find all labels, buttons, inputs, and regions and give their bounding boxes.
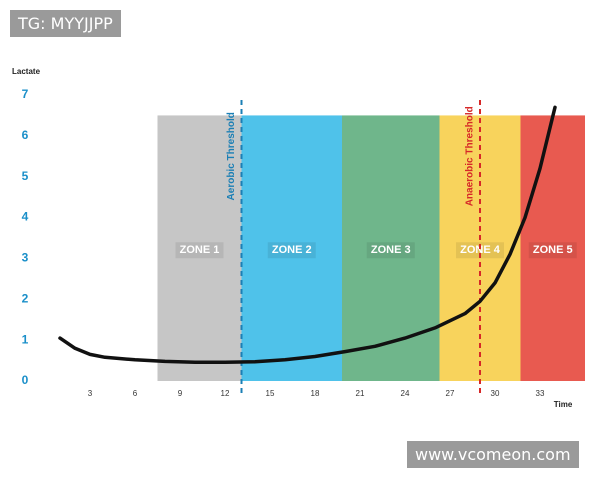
zone-label: ZONE 3 — [371, 244, 411, 256]
zone-label-box — [528, 242, 577, 259]
x-tick-label: 21 — [356, 389, 365, 398]
x-tick-label: 15 — [266, 389, 275, 398]
zone-label-box — [267, 242, 316, 259]
zone-label: ZONE 5 — [533, 244, 573, 256]
y-tick-label: 0 — [22, 373, 29, 387]
zone — [342, 115, 440, 381]
watermark: www.vcomeon.com — [407, 441, 579, 468]
y-tick-label: 5 — [22, 169, 29, 183]
x-axis-label: Time — [554, 400, 573, 409]
watermark: TG: MYYJJPP — [10, 10, 121, 37]
zone — [241, 115, 342, 381]
x-tick-label: 18 — [311, 389, 320, 398]
y-tick-label: 1 — [22, 332, 29, 346]
zone-label: ZONE 2 — [272, 244, 312, 256]
x-tick-label: 6 — [133, 389, 138, 398]
x-tick-label: 27 — [446, 389, 455, 398]
y-axis-label: Lactate — [12, 67, 41, 76]
lactate-curve — [58, 105, 557, 364]
zone-label-box — [456, 242, 504, 259]
threshold-label: Aerobic Threshold — [226, 112, 237, 200]
y-tick-label: 3 — [22, 251, 29, 265]
zone-label: ZONE 4 — [460, 244, 501, 256]
x-tick-label: 24 — [401, 389, 410, 398]
threshold-label: Anaerobic Threshold — [465, 106, 476, 206]
zone-label-box — [175, 242, 224, 259]
zone-label: ZONE 1 — [180, 244, 220, 256]
y-tick-label: 6 — [22, 128, 29, 142]
x-tick-label: 33 — [536, 389, 545, 398]
x-tick-label: 30 — [491, 389, 500, 398]
y-tick-label: 4 — [22, 210, 29, 224]
y-tick-label: 2 — [22, 291, 29, 305]
zone — [157, 115, 242, 381]
zone — [520, 115, 585, 381]
x-tick-label: 3 — [88, 389, 93, 398]
y-tick-label: 7 — [22, 87, 29, 101]
x-tick-label: 9 — [178, 389, 183, 398]
x-tick-label: 12 — [221, 389, 230, 398]
zone-label-box — [366, 242, 415, 259]
